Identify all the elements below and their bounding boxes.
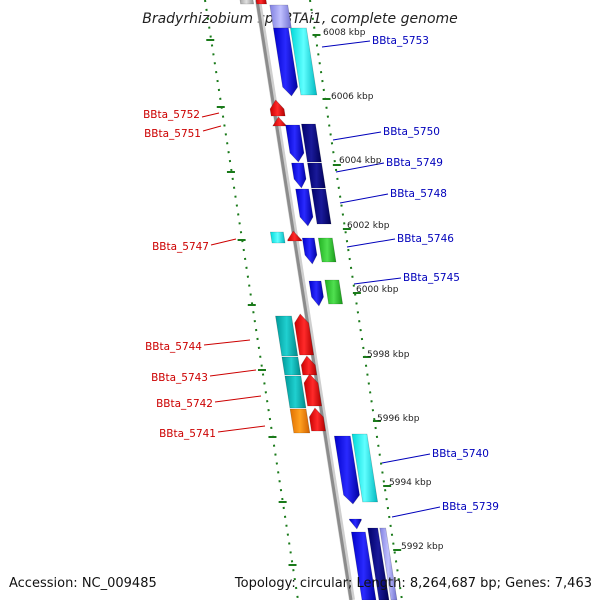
gene-feature-bbta-5746-green[interactable] (317, 237, 337, 263)
gene-label-leader (335, 162, 385, 173)
gene-label-leader (353, 277, 402, 285)
gene-feature-bbta-5747[interactable] (287, 230, 303, 242)
gene-feature-bbta-5741[interactable] (309, 407, 326, 432)
gene-feature-partial-lavender[interactable] (269, 4, 292, 29)
gene-feature-bbta-5752[interactable] (269, 99, 286, 117)
gene-feature-bbta-5751[interactable] (272, 116, 288, 127)
kbp-scale-label: 6006 kbp (331, 92, 374, 102)
gene-features (239, 0, 398, 600)
gene-feature-bbta-5749-navy[interactable] (307, 162, 326, 189)
gene-feature-bbta-5742[interactable] (303, 373, 322, 407)
gene-label-bbta-5743[interactable]: BBta_5743 (151, 372, 208, 384)
gene-feature-partial-red[interactable] (255, 0, 267, 5)
gene-feature-bbta-5748[interactable] (295, 188, 314, 227)
gene-labels: BBta_5753 BBta_5750 BBta_5749 BBta_5748 BBta… (143, 35, 499, 518)
kbp-scale-label: 5996 kbp (377, 414, 420, 424)
gene-label-bbta-5753[interactable]: BBta_5753 (372, 35, 429, 47)
kbp-scale: 6008 kbp 6006 kbp 6004 kbp 6002 kbp 6000 kbp… (323, 28, 444, 552)
gene-label-leader (217, 425, 266, 433)
gene-label-bbta-5747[interactable]: BBta_5747 (152, 241, 209, 253)
gene-feature-bbta-5746[interactable] (301, 237, 318, 265)
gene-label-leader (321, 40, 371, 48)
gene-label-leader (209, 369, 257, 377)
gene-label-bbta-5741[interactable]: BBta_5741 (159, 428, 216, 440)
gene-label-bbta-5744[interactable]: BBta_5744 (145, 341, 202, 353)
kbp-scale-label: 5998 kbp (367, 350, 410, 360)
kbp-scale-label: 6004 kbp (339, 156, 382, 166)
gene-label-bbta-5748[interactable]: BBta_5748 (390, 188, 447, 200)
gene-feature-bbta-5742-teal[interactable] (284, 375, 307, 409)
gene-label-bbta-5746[interactable]: BBta_5746 (397, 233, 454, 245)
gene-label-bbta-5739[interactable]: BBta_5739 (442, 501, 499, 513)
tick-marks (206, 34, 402, 566)
gene-label-bbta-5751[interactable]: BBta_5751 (144, 128, 201, 140)
gene-feature-bbta-5744-teal[interactable] (275, 315, 299, 357)
gene-label-bbta-5745[interactable]: BBta_5745 (403, 272, 460, 284)
kbp-scale-label: 6002 kbp (347, 221, 390, 231)
kbp-scale-label: 6008 kbp (323, 28, 366, 38)
gene-feature-bbta-5750[interactable] (285, 124, 305, 163)
gene-feature-bbta-5743-teal[interactable] (281, 356, 302, 376)
gene-feature-bbta-5740-cyan[interactable] (351, 433, 378, 503)
gene-feature-bbta-5753-cyan[interactable] (290, 27, 318, 96)
gene-label-leader (214, 395, 262, 403)
genome-backbone (255, 0, 353, 600)
gene-label-bbta-5750[interactable]: BBta_5750 (383, 126, 440, 138)
gene-label-bbta-5752[interactable]: BBta_5752 (143, 109, 200, 121)
gene-feature-bbta-5749[interactable] (291, 162, 307, 189)
diagram-title: Bradyrhizobium sp. BTAi1, complete genom… (142, 11, 458, 27)
gene-label-leader (391, 506, 441, 518)
gene-feature-bbta-5744[interactable] (294, 313, 314, 356)
left-strand-rail (204, 0, 299, 600)
gene-feature-bottom-lavender[interactable] (379, 527, 398, 600)
gene-label-bbta-5742[interactable]: BBta_5742 (156, 398, 213, 410)
kbp-scale-label: 5992 kbp (401, 542, 444, 552)
gene-label-leader (346, 238, 396, 248)
gene-feature-bbta-5745-green[interactable] (324, 279, 343, 305)
gene-label-leader (210, 238, 237, 246)
gene-label-leader (203, 339, 251, 346)
topology-text: Topology: circular; Length: 8,264,687 bp… (234, 576, 592, 591)
gene-label-leader (339, 193, 389, 204)
gene-feature-bbta-5739[interactable] (348, 518, 362, 530)
gene-feature-bbta-5741-orange[interactable] (289, 408, 311, 434)
accession-text: Accession: NC_009485 (9, 576, 157, 591)
gene-feature-partial-grey[interactable] (239, 0, 254, 5)
gene-feature-bbta-5747-cyan[interactable] (269, 231, 286, 244)
gene-feature-bbta-5745[interactable] (308, 280, 324, 307)
gene-label-leader (381, 453, 431, 464)
gene-feature-bbta-5753-blue[interactable] (273, 27, 298, 97)
kbp-scale-label: 5994 kbp (389, 478, 432, 488)
gene-feature-bbta-5740[interactable] (333, 435, 360, 505)
gene-label-leader (202, 125, 222, 132)
kbp-scale-label: 6000 kbp (356, 285, 399, 295)
gene-feature-bottom-navy[interactable] (367, 527, 390, 600)
gene-label-bbta-5749[interactable]: BBta_5749 (386, 157, 443, 169)
gene-feature-bottom-blue[interactable] (350, 531, 377, 600)
gene-label-bbta-5740[interactable]: BBta_5740 (432, 448, 489, 460)
gene-label-leader (332, 131, 382, 141)
right-strand-rail (309, 0, 403, 600)
gene-feature-bbta-5750-navy[interactable] (301, 123, 322, 163)
gene-feature-bbta-5748-navy[interactable] (311, 188, 332, 225)
gene-label-leader (201, 112, 220, 118)
